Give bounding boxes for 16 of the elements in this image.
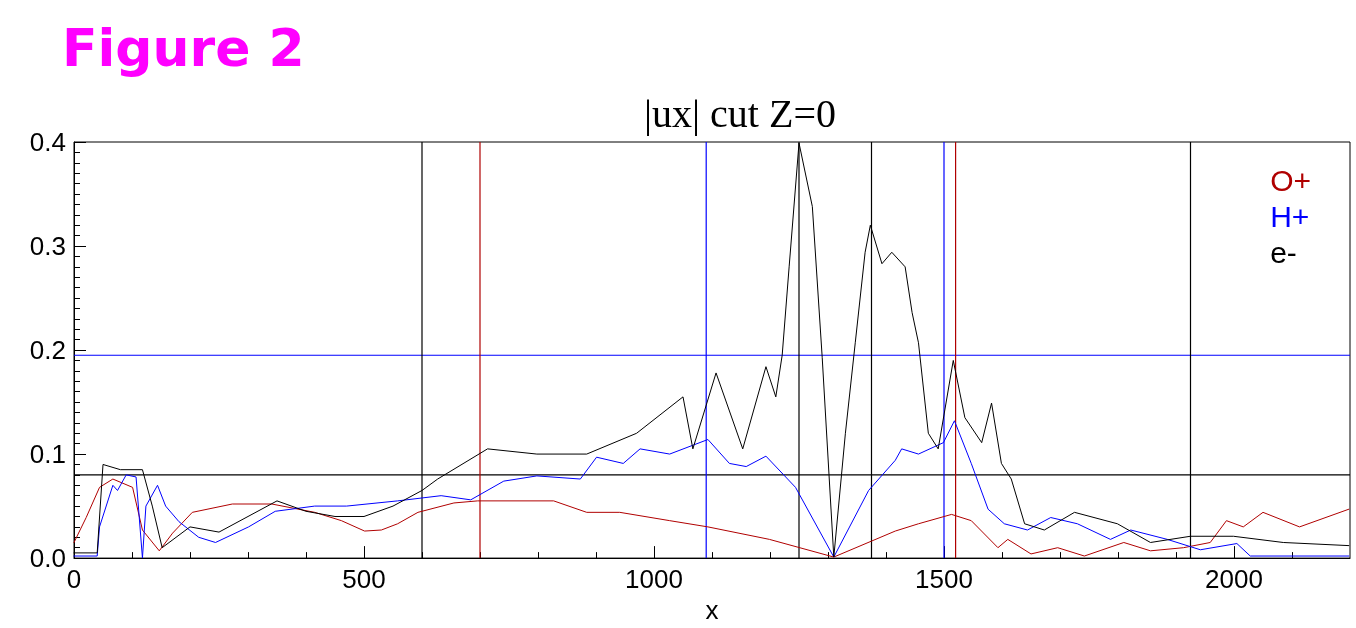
x-tick-label: 1500 [915,564,973,595]
x-tick-label: 0 [66,564,82,595]
text: e- [1270,235,1297,269]
caption: Figure 2 [62,18,305,78]
x-axis-title: x [705,595,719,625]
text: H+ [1270,199,1310,233]
y-tick-label: 0.0 [29,543,66,574]
y-tick-label: 0.2 [29,335,66,366]
y-tick-label: 0.1 [29,439,66,470]
text: O+ [1270,163,1311,197]
x-tick-label: 1000 [625,564,683,595]
x-tick-label: 500 [342,564,386,595]
y-tick-label: 0.3 [29,231,66,262]
y-tick-label: 0.4 [29,127,66,157]
x-tick-label: 2000 [1205,564,1263,595]
chart-title: |ux| cut Z=0 [644,90,836,136]
